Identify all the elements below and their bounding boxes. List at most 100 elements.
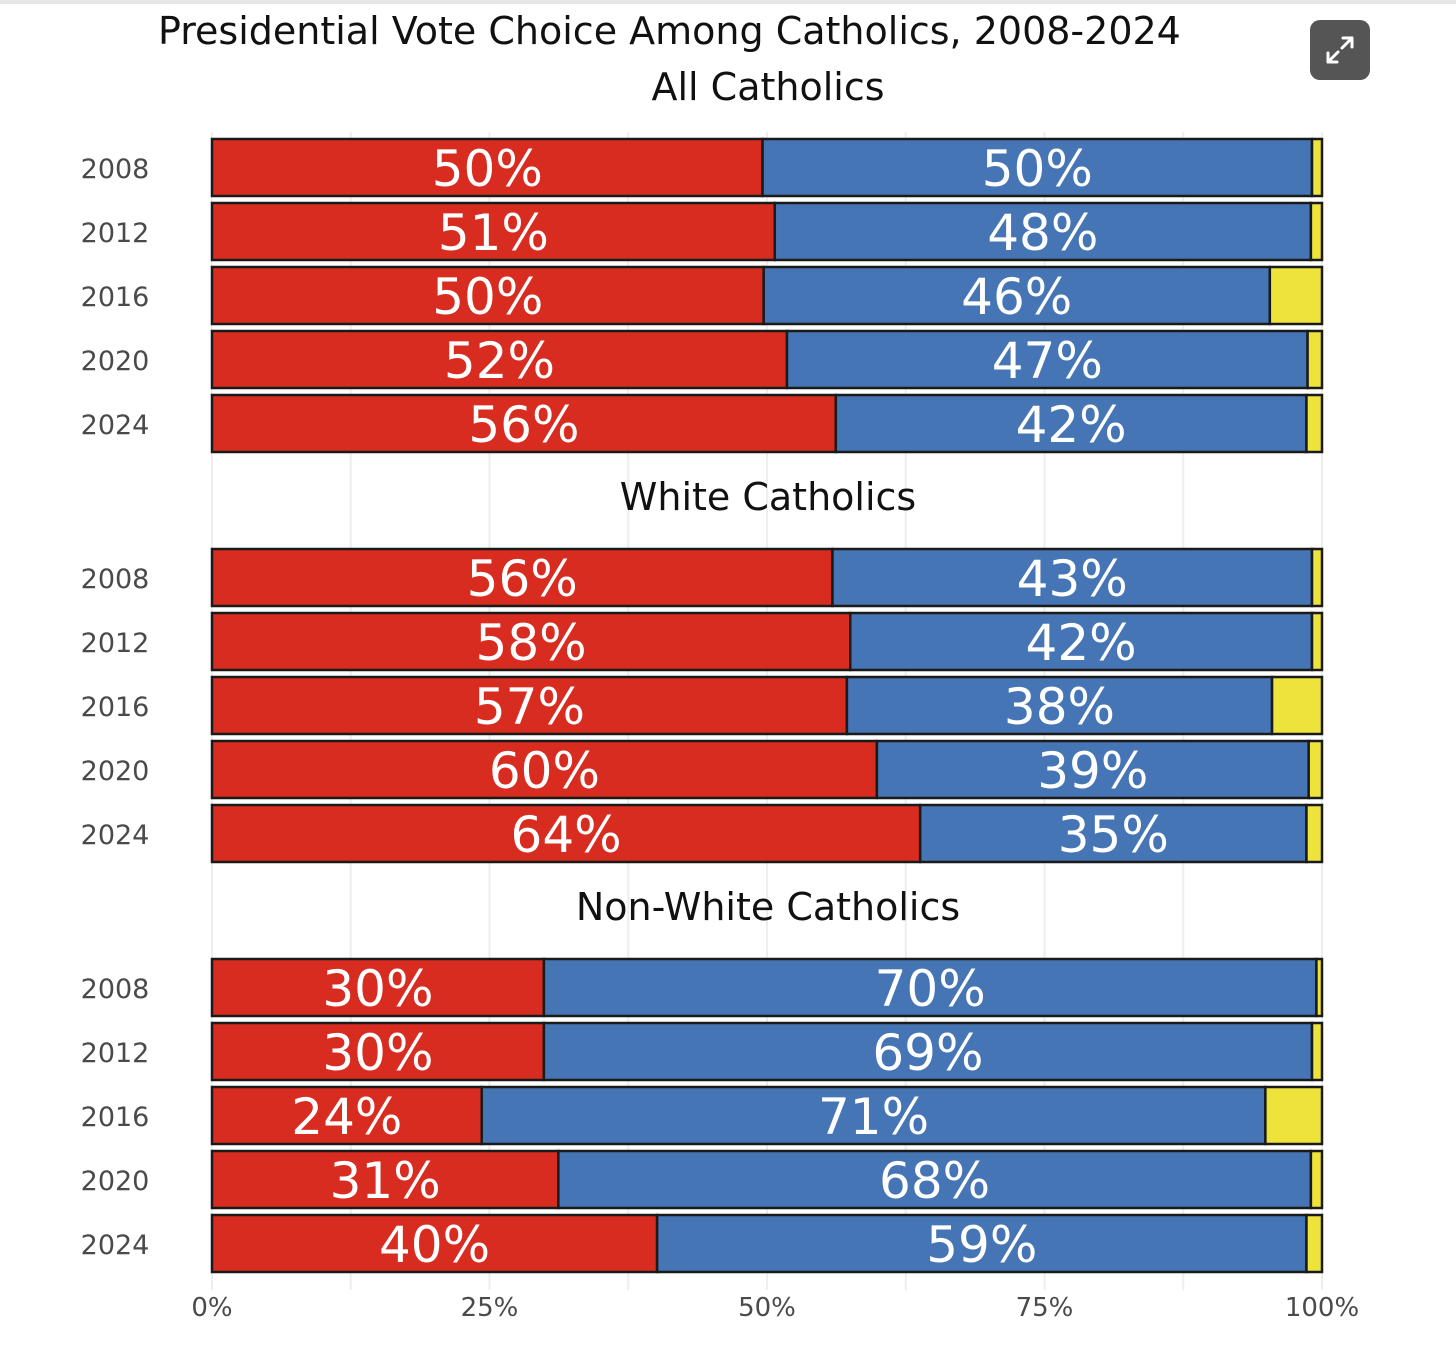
year-label: 2008 (81, 974, 150, 1005)
x-tick-label: 50% (738, 1293, 796, 1323)
panel-0: All Catholics 2008 50% 50% 2012 51% 48% 2016 50%… (81, 65, 1324, 454)
expand-button[interactable] (1310, 20, 1370, 80)
year-label: 2012 (81, 628, 150, 659)
bar-label-democrat: 68% (879, 1152, 990, 1210)
year-label: 2012 (81, 1038, 150, 1069)
bar-other (1307, 739, 1324, 800)
bar-republican (210, 1021, 546, 1082)
bar-label-democrat: 35% (1058, 806, 1169, 864)
expand-arrows-icon (1326, 36, 1354, 64)
bar-label-democrat: 50% (982, 140, 1093, 198)
year-label: 2008 (81, 154, 150, 185)
x-tick-label: 75% (1016, 1293, 1074, 1323)
panel-title: White Catholics (620, 475, 916, 519)
bar-label-democrat: 70% (875, 960, 986, 1018)
chart-title: Presidential Vote Choice Among Catholics… (158, 9, 1181, 53)
bar-republican (210, 1085, 483, 1146)
panel-1: White Catholics 2008 56% 43% 2012 58% 42% 2016 5… (81, 475, 1324, 864)
bar-other (1310, 1021, 1324, 1082)
bar-label-democrat: 48% (987, 204, 1098, 262)
bar-other (1264, 1085, 1324, 1146)
panels-layer: All Catholics 2008 50% 50% 2012 51% 48% 2016 50%… (81, 65, 1324, 1274)
x-axis: 0% 25% 50% 75% 100% (191, 1293, 1359, 1323)
bar-other (1305, 803, 1324, 864)
bar-label-republican: 57% (474, 678, 585, 736)
bar-label-democrat: 47% (992, 332, 1103, 390)
bar-other (1306, 329, 1324, 390)
top-divider (0, 0, 1456, 4)
bar-republican (210, 1213, 659, 1274)
bar-democrat (845, 675, 1274, 736)
year-label: 2016 (81, 1102, 150, 1133)
bar-democrat (480, 1085, 1267, 1146)
year-label: 2024 (81, 1230, 150, 1261)
bar-other (1305, 1213, 1324, 1274)
bar-label-republican: 64% (511, 806, 622, 864)
bar-democrat (773, 201, 1313, 262)
year-label: 2012 (81, 218, 150, 249)
bar-label-democrat: 39% (1037, 742, 1148, 800)
bar-republican (210, 803, 922, 864)
bar-label-democrat: 38% (1004, 678, 1115, 736)
bar-label-republican: 56% (467, 550, 578, 608)
bar-other (1305, 393, 1324, 454)
bar-label-democrat: 46% (961, 268, 1072, 326)
year-label: 2016 (81, 692, 150, 723)
bar-other (1315, 957, 1324, 1018)
bar-republican (210, 739, 879, 800)
bar-label-republican: 52% (444, 332, 555, 390)
bar-label-republican: 50% (432, 140, 543, 198)
year-label: 2020 (81, 346, 150, 377)
bar-label-democrat: 42% (1026, 614, 1137, 672)
bar-republican (210, 957, 546, 1018)
bar-democrat (875, 739, 1310, 800)
bar-label-republican: 30% (322, 1024, 433, 1082)
bar-label-republican: 50% (432, 268, 543, 326)
bar-label-democrat: 69% (872, 1024, 983, 1082)
bar-democrat (762, 265, 1272, 326)
bar-label-republican: 56% (468, 396, 579, 454)
bar-other (1309, 201, 1324, 262)
bar-democrat (761, 137, 1314, 198)
bar-other (1309, 1149, 1324, 1210)
bar-label-republican: 40% (379, 1216, 490, 1274)
bar-republican (210, 1149, 560, 1210)
bar-label-democrat: 59% (926, 1216, 1037, 1274)
bar-label-republican: 51% (438, 204, 549, 262)
bar-label-republican: 60% (489, 742, 600, 800)
bar-label-republican: 24% (291, 1088, 402, 1146)
bar-label-republican: 31% (330, 1152, 441, 1210)
x-tick-label: 0% (191, 1293, 232, 1323)
year-label: 2020 (81, 756, 150, 787)
year-label: 2016 (81, 282, 150, 313)
bar-label-democrat: 71% (818, 1088, 929, 1146)
bar-democrat (542, 957, 1318, 1018)
panel-2: Non-White Catholics 2008 30% 70% 2012 30% 69% 2… (81, 885, 1324, 1274)
bar-democrat (849, 611, 1314, 672)
bar-republican (210, 675, 849, 736)
bar-other (1310, 611, 1324, 672)
year-label: 2008 (81, 564, 150, 595)
x-tick-label: 25% (461, 1293, 519, 1323)
bar-label-republican: 58% (476, 614, 587, 672)
bar-label-democrat: 43% (1017, 550, 1128, 608)
bar-other (1310, 547, 1324, 608)
bar-democrat (918, 803, 1308, 864)
bar-democrat (542, 1021, 1314, 1082)
bar-democrat (557, 1149, 1313, 1210)
year-label: 2020 (81, 1166, 150, 1197)
x-tick-label: 100% (1285, 1293, 1359, 1323)
bar-label-democrat: 42% (1016, 396, 1127, 454)
bar-democrat (831, 547, 1314, 608)
year-label: 2024 (81, 820, 150, 851)
bar-label-republican: 30% (322, 960, 433, 1018)
panel-title: Non-White Catholics (576, 885, 960, 929)
bar-republican (210, 137, 764, 198)
bar-other (1310, 137, 1324, 198)
year-label: 2024 (81, 410, 150, 441)
bar-other (1268, 265, 1324, 326)
bar-democrat (785, 329, 1309, 390)
panel-title: All Catholics (651, 65, 884, 109)
bar-other (1270, 675, 1324, 736)
